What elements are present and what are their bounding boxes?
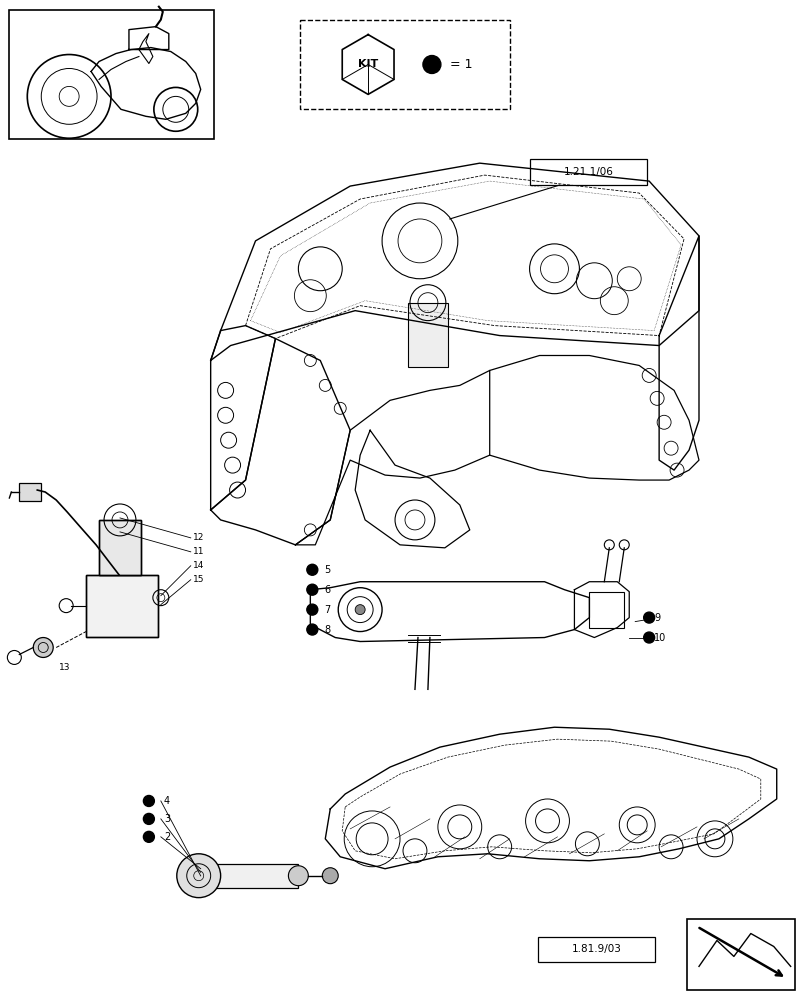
Text: 1.81.9/03: 1.81.9/03 <box>571 944 620 954</box>
Circle shape <box>307 584 317 595</box>
Circle shape <box>307 624 317 635</box>
Circle shape <box>307 604 317 615</box>
Circle shape <box>288 866 308 886</box>
Text: 13: 13 <box>59 663 71 672</box>
Text: 7: 7 <box>324 605 330 615</box>
Bar <box>99 520 141 575</box>
Text: KIT: KIT <box>358 59 378 69</box>
Bar <box>407 303 448 367</box>
Text: 4: 4 <box>164 796 169 806</box>
Text: 3: 3 <box>164 814 169 824</box>
Text: 8: 8 <box>324 625 330 635</box>
Text: 11: 11 <box>192 547 204 556</box>
Circle shape <box>144 813 154 824</box>
Text: 2: 2 <box>164 832 169 842</box>
Bar <box>210 864 298 888</box>
Text: = 1: = 1 <box>449 58 472 71</box>
Bar <box>537 937 654 962</box>
Circle shape <box>177 854 221 898</box>
Text: 6: 6 <box>324 585 330 595</box>
Circle shape <box>322 868 338 884</box>
Text: 9: 9 <box>654 613 659 623</box>
Bar <box>686 919 794 990</box>
Bar <box>10 10 213 139</box>
Text: 15: 15 <box>192 575 204 584</box>
Circle shape <box>144 831 154 842</box>
Text: 10: 10 <box>654 633 666 643</box>
Text: 5: 5 <box>324 565 330 575</box>
Bar <box>300 20 509 109</box>
Text: 14: 14 <box>192 561 204 570</box>
Circle shape <box>33 638 54 657</box>
Text: 12: 12 <box>192 533 204 542</box>
Circle shape <box>423 56 440 73</box>
Circle shape <box>144 795 154 806</box>
Bar <box>86 575 157 637</box>
Bar <box>529 159 646 185</box>
Circle shape <box>307 564 317 575</box>
Bar <box>99 520 141 575</box>
Circle shape <box>354 605 365 615</box>
Circle shape <box>643 632 654 643</box>
Bar <box>589 592 624 628</box>
Circle shape <box>643 612 654 623</box>
Bar <box>19 483 41 501</box>
Bar <box>86 575 157 637</box>
Text: 1.21.1/06: 1.21.1/06 <box>563 167 612 177</box>
